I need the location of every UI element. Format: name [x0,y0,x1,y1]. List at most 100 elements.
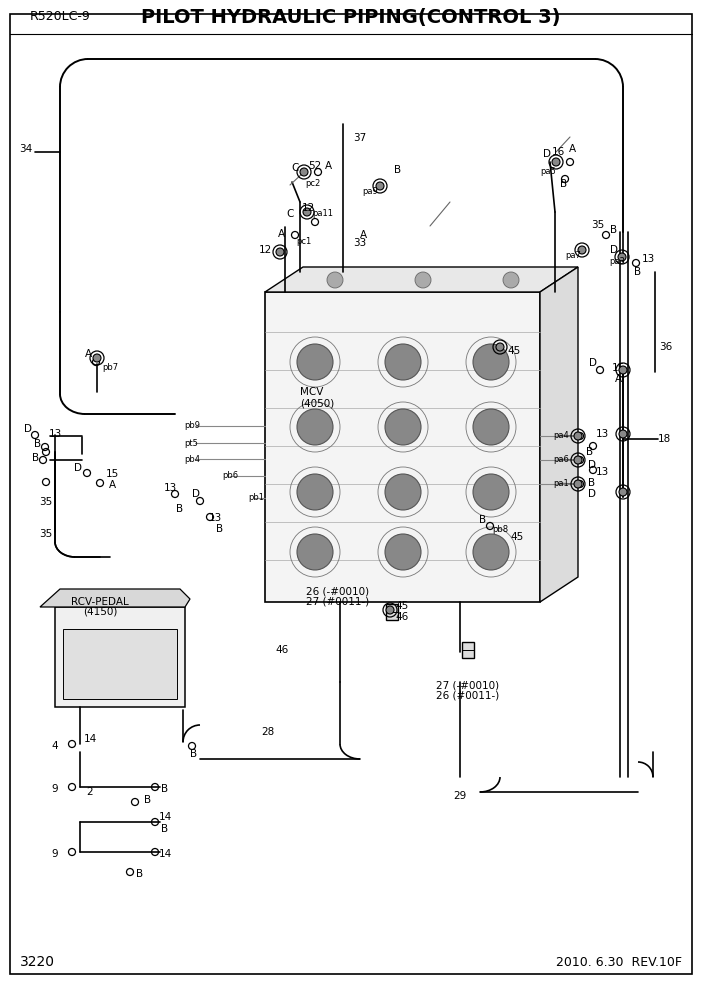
Text: 13: 13 [595,467,609,477]
Polygon shape [540,267,578,602]
Text: A: A [324,161,331,171]
Text: B: B [190,749,197,759]
Text: 45: 45 [510,532,524,542]
Text: A: A [277,229,284,239]
Text: D: D [24,424,32,434]
Circle shape [619,488,627,496]
Text: 52: 52 [308,161,322,171]
Circle shape [297,344,333,380]
Text: B: B [136,869,144,879]
Text: D: D [192,489,200,499]
Text: 4: 4 [52,741,58,751]
Circle shape [385,474,421,510]
Text: RCV-PEDAL: RCV-PEDAL [71,597,129,607]
Text: 2: 2 [86,787,93,797]
Text: 9: 9 [52,849,58,859]
Circle shape [303,208,311,216]
Circle shape [93,354,101,362]
Circle shape [574,480,582,488]
Text: D: D [74,463,82,473]
Bar [462,642,474,658]
Text: 29: 29 [453,791,467,801]
Text: B: B [176,504,183,514]
Circle shape [619,430,627,438]
Text: A: A [614,374,621,384]
Circle shape [473,344,509,380]
Text: 3220: 3220 [20,955,55,969]
Bar [386,604,398,620]
Text: 27 (-#0010): 27 (-#0010) [436,680,499,690]
Text: B: B [560,179,567,189]
Text: D: D [543,149,551,159]
Text: pb4: pb4 [184,454,200,463]
Text: pt5: pt5 [184,438,198,447]
Circle shape [473,409,509,445]
Text: B: B [588,478,595,488]
Text: 14: 14 [159,812,171,822]
Text: pc1: pc1 [296,237,312,246]
Bar [55,607,185,707]
Text: pa6: pa6 [553,455,569,464]
Bar [265,292,540,602]
Text: 14: 14 [159,849,171,859]
Text: pa11: pa11 [312,208,333,217]
Circle shape [297,534,333,570]
Circle shape [385,344,421,380]
Text: A: A [359,230,366,240]
Circle shape [327,272,343,288]
Text: pb9: pb9 [184,422,200,431]
Circle shape [503,272,519,288]
Text: 12: 12 [258,245,272,255]
Text: 16: 16 [551,147,564,157]
Text: 15: 15 [105,469,119,479]
Text: D: D [610,245,618,255]
Text: D: D [589,358,597,368]
Text: B: B [34,439,41,449]
Circle shape [578,246,586,254]
Text: pb7: pb7 [102,363,118,373]
Circle shape [385,534,421,570]
Text: pb8: pb8 [492,526,508,535]
Circle shape [552,158,560,166]
Circle shape [300,168,308,176]
Text: pc2: pc2 [305,180,320,188]
Circle shape [376,182,384,190]
Text: 15: 15 [611,363,625,373]
Circle shape [618,253,626,261]
Text: pa1: pa1 [553,479,569,488]
Text: A: A [108,480,116,490]
Text: 45: 45 [508,346,521,356]
Text: pa3: pa3 [609,258,625,267]
Text: 28: 28 [261,727,274,737]
Text: D: D [588,460,596,470]
Text: B: B [32,453,39,463]
Circle shape [385,409,421,445]
Text: 35: 35 [39,497,52,507]
Text: (4150): (4150) [83,607,117,617]
Circle shape [415,272,431,288]
Circle shape [473,474,509,510]
Text: 18: 18 [657,434,670,444]
Text: pa9: pa9 [362,187,378,196]
Text: C: C [291,163,298,173]
Text: B: B [586,447,594,457]
Text: MCV: MCV [300,387,324,397]
Circle shape [297,474,333,510]
Text: B: B [161,824,168,834]
Text: C: C [286,209,293,219]
Text: pa5: pa5 [540,167,556,176]
Circle shape [473,534,509,570]
Text: 26 (-#0010): 26 (-#0010) [306,587,369,597]
Text: pb6: pb6 [222,471,238,480]
Text: 13: 13 [642,254,655,264]
Text: 33: 33 [353,238,366,248]
Text: B: B [395,165,402,175]
Circle shape [496,343,504,351]
Text: B: B [611,225,618,235]
Text: B: B [145,795,152,805]
Text: (4050): (4050) [300,398,334,408]
Text: 35: 35 [591,220,604,230]
Text: 12: 12 [301,203,314,213]
Polygon shape [265,267,578,292]
Text: PILOT HYDRAULIC PIPING(CONTROL 3): PILOT HYDRAULIC PIPING(CONTROL 3) [141,8,561,27]
